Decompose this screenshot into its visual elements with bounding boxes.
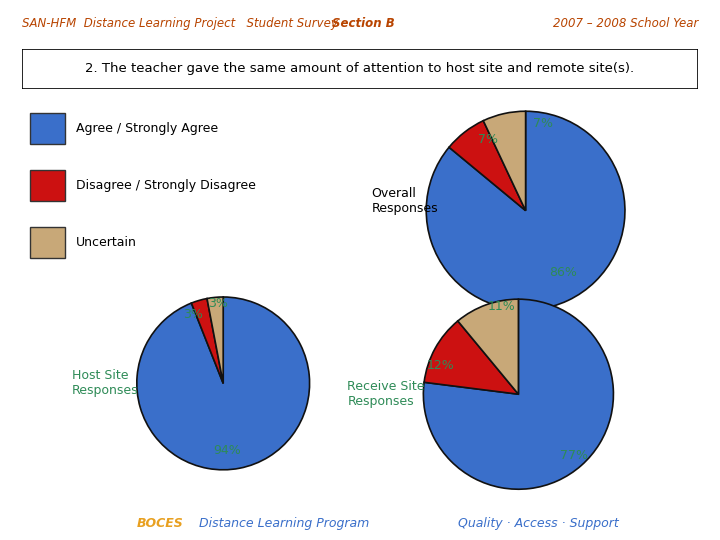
Text: 3%: 3% [183,308,203,321]
FancyBboxPatch shape [22,49,698,89]
Text: 77%: 77% [559,449,588,462]
Text: Agree / Strongly Agree: Agree / Strongly Agree [76,122,218,135]
FancyBboxPatch shape [30,170,66,201]
Wedge shape [483,111,526,211]
Text: Section B: Section B [332,17,395,30]
Wedge shape [207,297,223,383]
Text: SAN-HFM  Distance Learning Project   Student Survey: SAN-HFM Distance Learning Project Studen… [22,17,338,30]
Text: 7%: 7% [534,117,554,130]
FancyBboxPatch shape [30,113,66,144]
Text: Distance Learning Program: Distance Learning Program [191,517,369,530]
Wedge shape [137,297,310,470]
Text: Uncertain: Uncertain [76,236,138,249]
Wedge shape [192,299,223,383]
Text: Quality · Access · Support: Quality · Access · Support [446,517,619,530]
Text: 3%: 3% [208,298,228,310]
Text: 12%: 12% [426,359,454,372]
Text: Receive Site
Responses: Receive Site Responses [347,380,425,408]
Text: 94%: 94% [214,444,241,457]
Wedge shape [426,111,625,310]
Text: BOCES: BOCES [137,517,184,530]
Wedge shape [458,299,518,394]
Wedge shape [449,121,526,211]
Wedge shape [424,321,518,394]
Text: Disagree / Strongly Disagree: Disagree / Strongly Disagree [76,179,256,192]
Text: 86%: 86% [549,266,577,279]
Text: 2. The teacher gave the same amount of attention to host site and remote site(s): 2. The teacher gave the same amount of a… [86,62,634,76]
Text: Host Site
Responses: Host Site Responses [72,369,139,397]
Text: 2007 – 2008 School Year: 2007 – 2008 School Year [553,17,698,30]
FancyBboxPatch shape [30,227,66,258]
Text: Overall
Responses: Overall Responses [372,187,438,215]
Text: 11%: 11% [487,300,516,313]
Text: 7%: 7% [478,132,498,146]
Wedge shape [423,299,613,489]
